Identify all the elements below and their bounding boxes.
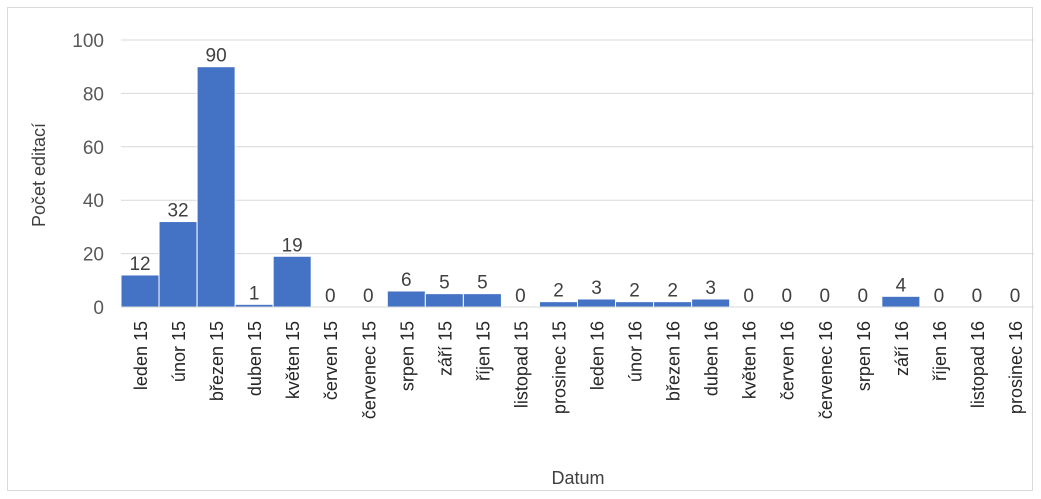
x-tick-label: srpen 15	[397, 321, 417, 391]
bar	[424, 293, 464, 308]
x-tick-label: leden 16	[588, 321, 608, 390]
data-label: 0	[781, 286, 792, 307]
y-tick-label: 40	[83, 191, 104, 212]
data-label: 0	[819, 286, 830, 307]
y-tick-label: 60	[83, 138, 104, 159]
x-tick-label: červen 15	[321, 321, 341, 400]
bar	[120, 274, 160, 308]
data-label: 2	[553, 281, 564, 302]
bar	[386, 290, 426, 308]
bar	[653, 301, 693, 308]
data-label: 1	[249, 283, 260, 304]
y-axis-title: Počet editací	[29, 123, 49, 227]
x-axis-title: Datum	[551, 468, 604, 488]
bar	[615, 301, 655, 308]
bar	[691, 298, 731, 308]
x-tick-label: únor 16	[626, 321, 646, 382]
y-tick-label: 20	[83, 245, 104, 266]
x-tick-label: listopad 16	[968, 321, 988, 408]
bar	[881, 295, 921, 308]
bar	[538, 301, 578, 308]
bar	[158, 221, 198, 308]
x-tick-label: září 16	[892, 321, 912, 376]
x-tick-label: říjen 16	[930, 321, 950, 381]
data-label: 4	[896, 275, 907, 296]
data-label: 0	[972, 286, 983, 307]
x-tick-label: březen 16	[664, 321, 684, 401]
data-label: 0	[1010, 286, 1021, 307]
data-label: 12	[129, 254, 150, 275]
x-tick-label: únor 15	[169, 321, 189, 382]
data-label: 3	[705, 278, 716, 299]
data-label: 5	[439, 273, 450, 294]
x-tick-label: březen 15	[207, 321, 227, 401]
data-label: 0	[363, 286, 374, 307]
x-tick-label: září 15	[435, 321, 455, 376]
x-tick-label: říjen 15	[473, 321, 493, 381]
data-label: 2	[629, 281, 640, 302]
x-tick-label: duben 16	[702, 321, 722, 396]
bar	[196, 66, 236, 308]
x-tick-label: červen 16	[778, 321, 798, 400]
x-tick-label: červenec 16	[816, 321, 836, 419]
data-label: 6	[401, 270, 412, 291]
x-tick-label: prosinec 16	[1006, 321, 1026, 414]
data-label: 0	[858, 286, 869, 307]
data-label: 0	[515, 286, 526, 307]
data-label: 0	[934, 286, 945, 307]
x-tick-label: květen 16	[740, 321, 760, 399]
x-tick-label: srpen 16	[854, 321, 874, 391]
data-label: 2	[667, 281, 678, 302]
y-tick-label: 100	[72, 31, 104, 52]
data-label: 0	[743, 286, 754, 307]
bar	[577, 298, 617, 308]
data-label: 90	[206, 46, 227, 67]
y-tick-label: 0	[93, 298, 104, 319]
data-label: 32	[167, 201, 188, 222]
x-tick-label: květen 15	[283, 321, 303, 399]
data-label: 5	[477, 273, 488, 294]
gridlines	[121, 39, 1034, 255]
x-tick-label: červenec 15	[359, 321, 379, 419]
x-tick-label: prosinec 15	[549, 321, 569, 414]
x-tick-label: listopad 15	[511, 321, 531, 408]
bar	[462, 293, 502, 308]
data-label: 3	[591, 278, 602, 299]
y-tick-label: 80	[83, 84, 104, 105]
bar	[272, 255, 312, 308]
x-tick-label: duben 15	[245, 321, 265, 396]
data-label: 0	[325, 286, 336, 307]
x-tick-label: leden 15	[131, 321, 151, 390]
data-label: 19	[282, 235, 303, 256]
